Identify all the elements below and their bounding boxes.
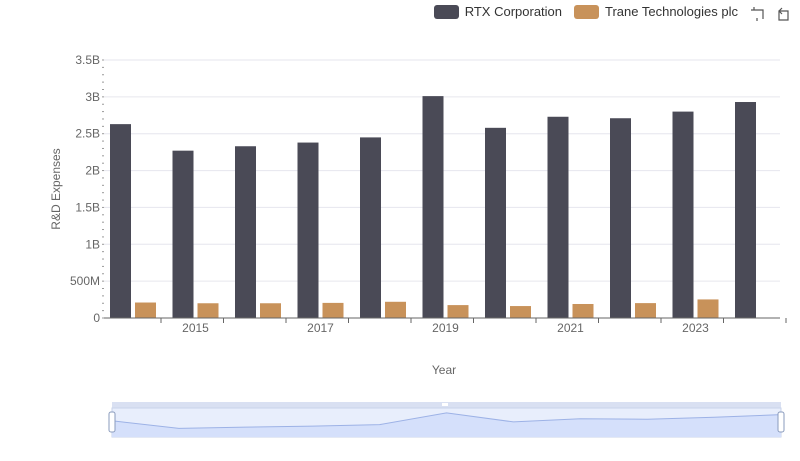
x-tick-label: 2017 bbox=[307, 321, 334, 335]
bar-rtx-2024[interactable] bbox=[735, 102, 756, 318]
data-zoom-slider[interactable] bbox=[108, 402, 785, 438]
zoom-reset-icon[interactable] bbox=[776, 6, 792, 22]
y-axis-title: R&D Expenses bbox=[49, 148, 63, 229]
zoom-drag-grip[interactable] bbox=[442, 403, 448, 406]
bar-rtx-2021[interactable] bbox=[547, 116, 569, 318]
zoom-handle-right[interactable] bbox=[777, 411, 785, 433]
y-tick-label: 3B bbox=[85, 90, 100, 104]
bar-trane-2014[interactable] bbox=[135, 302, 156, 318]
legend-item-trane[interactable]: Trane Technologies plc bbox=[574, 4, 738, 19]
toolbox bbox=[750, 6, 792, 22]
bar-rtx-2020[interactable] bbox=[485, 127, 506, 319]
x-axis-title: Year bbox=[432, 363, 456, 377]
zoom-area bbox=[112, 412, 781, 437]
bar-trane-2017[interactable] bbox=[322, 302, 344, 318]
bar-trane-2019[interactable] bbox=[447, 305, 469, 318]
y-tick-label: 500M bbox=[70, 274, 100, 288]
y-tick-label: 2B bbox=[85, 164, 100, 178]
y-tick-label: 2.5B bbox=[75, 127, 100, 141]
x-tick-label: 2021 bbox=[557, 321, 584, 335]
y-tick-label: 1B bbox=[85, 237, 100, 251]
y-tick-label: 0 bbox=[93, 311, 100, 325]
legend-swatch-trane bbox=[574, 4, 600, 19]
bar-trane-2021[interactable] bbox=[572, 303, 594, 318]
zoom-select-icon[interactable] bbox=[750, 6, 766, 22]
bar-rtx-2022[interactable] bbox=[610, 118, 631, 318]
bar-rtx-2014[interactable] bbox=[110, 124, 131, 318]
x-tick-label: 2015 bbox=[182, 321, 209, 335]
bar-rtx-2019[interactable] bbox=[422, 96, 444, 319]
legend-label-trane: Trane Technologies plc bbox=[605, 4, 738, 19]
bar-rtx-2015[interactable] bbox=[172, 150, 194, 318]
zoom-handle-left[interactable] bbox=[108, 411, 116, 433]
bar-trane-2015[interactable] bbox=[197, 303, 219, 318]
bar-trane-2016[interactable] bbox=[260, 303, 281, 318]
bar-trane-2018[interactable] bbox=[385, 301, 406, 318]
bar-rtx-2016[interactable] bbox=[235, 146, 256, 318]
x-tick-label: 2023 bbox=[682, 321, 709, 335]
bar-rtx-2017[interactable] bbox=[297, 142, 319, 318]
legend-item-rtx[interactable]: RTX Corporation bbox=[433, 4, 563, 19]
legend-swatch-rtx bbox=[433, 4, 459, 19]
zoom-series-line bbox=[111, 412, 782, 429]
y-tick-label: 3.5B bbox=[75, 53, 100, 67]
bar-trane-2020[interactable] bbox=[510, 306, 531, 318]
bar-trane-2022[interactable] bbox=[635, 303, 656, 318]
bar-rtx-2018[interactable] bbox=[360, 137, 381, 318]
x-tick-label: 2019 bbox=[432, 321, 459, 335]
bar-trane-2023[interactable] bbox=[697, 299, 719, 318]
legend: RTX Corporation Trane Technologies plc bbox=[433, 4, 738, 19]
y-tick-label: 1.5B bbox=[75, 200, 100, 214]
legend-label-rtx: RTX Corporation bbox=[464, 4, 563, 19]
bar-rtx-2023[interactable] bbox=[672, 111, 694, 318]
